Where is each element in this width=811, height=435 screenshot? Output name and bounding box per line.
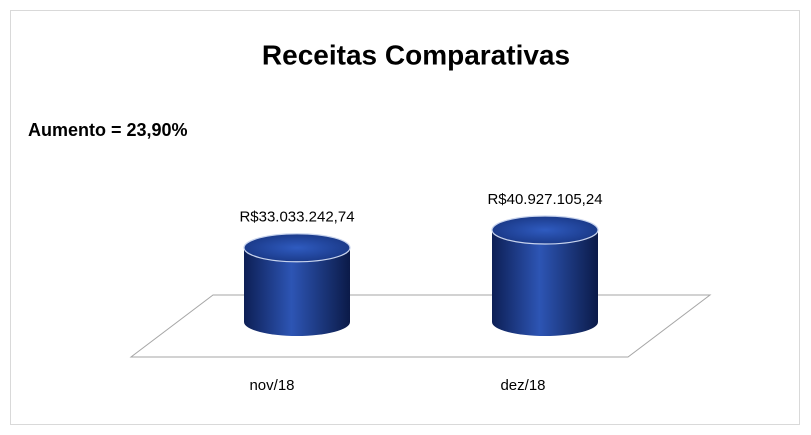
bar-top bbox=[491, 215, 599, 245]
data-label: R$40.927.105,24 bbox=[487, 191, 602, 208]
bar-top bbox=[243, 233, 351, 263]
bar bbox=[492, 216, 598, 336]
chart-border bbox=[10, 10, 800, 425]
floor bbox=[129, 294, 712, 358]
chart-title: Receitas Comparativas bbox=[262, 39, 570, 70]
data-label: R$33.033.242,74 bbox=[239, 209, 354, 226]
x-tick-label: nov/18 bbox=[249, 377, 294, 394]
annotation: Aumento = 23,90% bbox=[28, 120, 188, 140]
x-tick-label: dez/18 bbox=[500, 377, 545, 394]
